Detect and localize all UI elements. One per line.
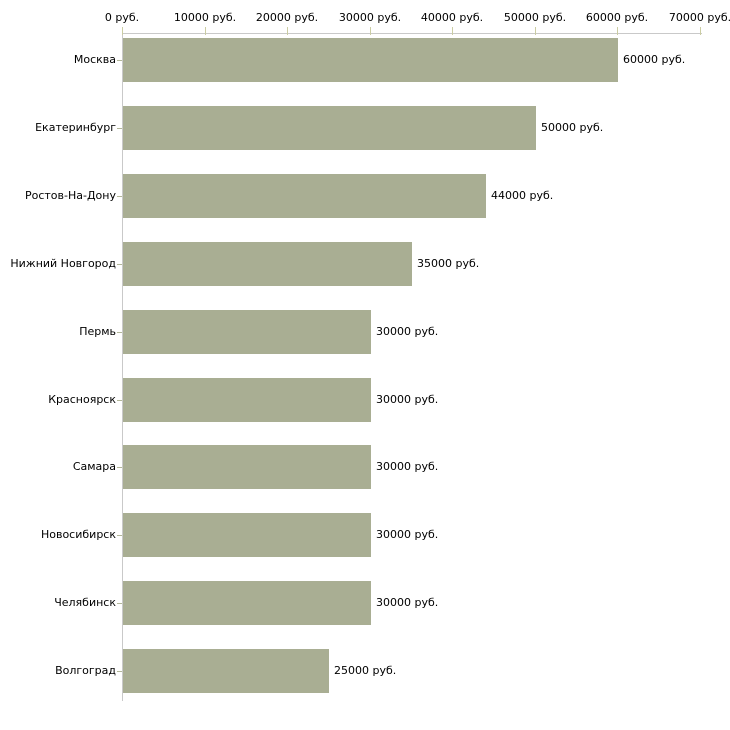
category-label: Нижний Новгород xyxy=(10,257,116,270)
value-label: 25000 руб. xyxy=(334,664,397,677)
x-tick-label: 20000 руб. xyxy=(255,11,319,24)
y-axis-line xyxy=(122,33,123,701)
category-label: Волгоград xyxy=(55,664,116,677)
y-tick-mark xyxy=(117,535,122,536)
y-tick-mark xyxy=(117,60,122,61)
x-tick-mark xyxy=(370,27,371,35)
y-tick-mark xyxy=(117,603,122,604)
x-tick-mark xyxy=(287,27,288,35)
value-label: 30000 руб. xyxy=(376,393,439,406)
category-label: Москва xyxy=(73,53,116,66)
x-tick-label: 10000 руб. xyxy=(173,11,237,24)
value-label: 30000 руб. xyxy=(376,596,439,609)
value-label: 30000 руб. xyxy=(376,528,439,541)
bar xyxy=(123,445,371,489)
bar xyxy=(123,38,618,82)
bar xyxy=(123,242,412,286)
x-tick-mark xyxy=(452,27,453,35)
value-label: 50000 руб. xyxy=(541,121,604,134)
category-label: Пермь xyxy=(79,325,116,338)
x-tick-label: 60000 руб. xyxy=(585,11,649,24)
category-label: Екатеринбург xyxy=(35,121,116,134)
bar xyxy=(123,310,371,354)
y-tick-mark xyxy=(117,332,122,333)
bar xyxy=(123,174,486,218)
category-label: Ростов-На-Дону xyxy=(24,189,116,202)
x-axis-line xyxy=(122,33,702,34)
y-tick-mark xyxy=(117,264,122,265)
x-tick-mark xyxy=(535,27,536,35)
x-tick-label: 40000 руб. xyxy=(420,11,484,24)
x-tick-mark xyxy=(205,27,206,35)
value-label: 30000 руб. xyxy=(376,460,439,473)
category-label: Челябинск xyxy=(54,596,116,609)
x-tick-mark xyxy=(700,27,701,35)
bar xyxy=(123,581,371,625)
x-tick-mark xyxy=(617,27,618,35)
y-tick-mark xyxy=(117,671,122,672)
value-label: 35000 руб. xyxy=(417,257,480,270)
value-label: 44000 руб. xyxy=(491,189,554,202)
category-label: Новосибирск xyxy=(40,528,116,541)
bar xyxy=(123,378,371,422)
x-tick-mark xyxy=(122,27,123,35)
x-tick-label: 0 руб. xyxy=(104,11,140,24)
value-label: 60000 руб. xyxy=(623,53,686,66)
y-tick-mark xyxy=(117,400,122,401)
x-tick-label: 70000 руб. xyxy=(668,11,730,24)
y-tick-mark xyxy=(117,196,122,197)
y-tick-mark xyxy=(117,467,122,468)
value-label: 30000 руб. xyxy=(376,325,439,338)
y-tick-mark xyxy=(117,128,122,129)
category-label: Красноярск xyxy=(48,393,116,406)
bar xyxy=(123,513,371,557)
bar xyxy=(123,106,536,150)
x-tick-label: 50000 руб. xyxy=(503,11,567,24)
x-tick-label: 30000 руб. xyxy=(338,11,402,24)
category-label: Самара xyxy=(72,460,116,473)
bar xyxy=(123,649,329,693)
